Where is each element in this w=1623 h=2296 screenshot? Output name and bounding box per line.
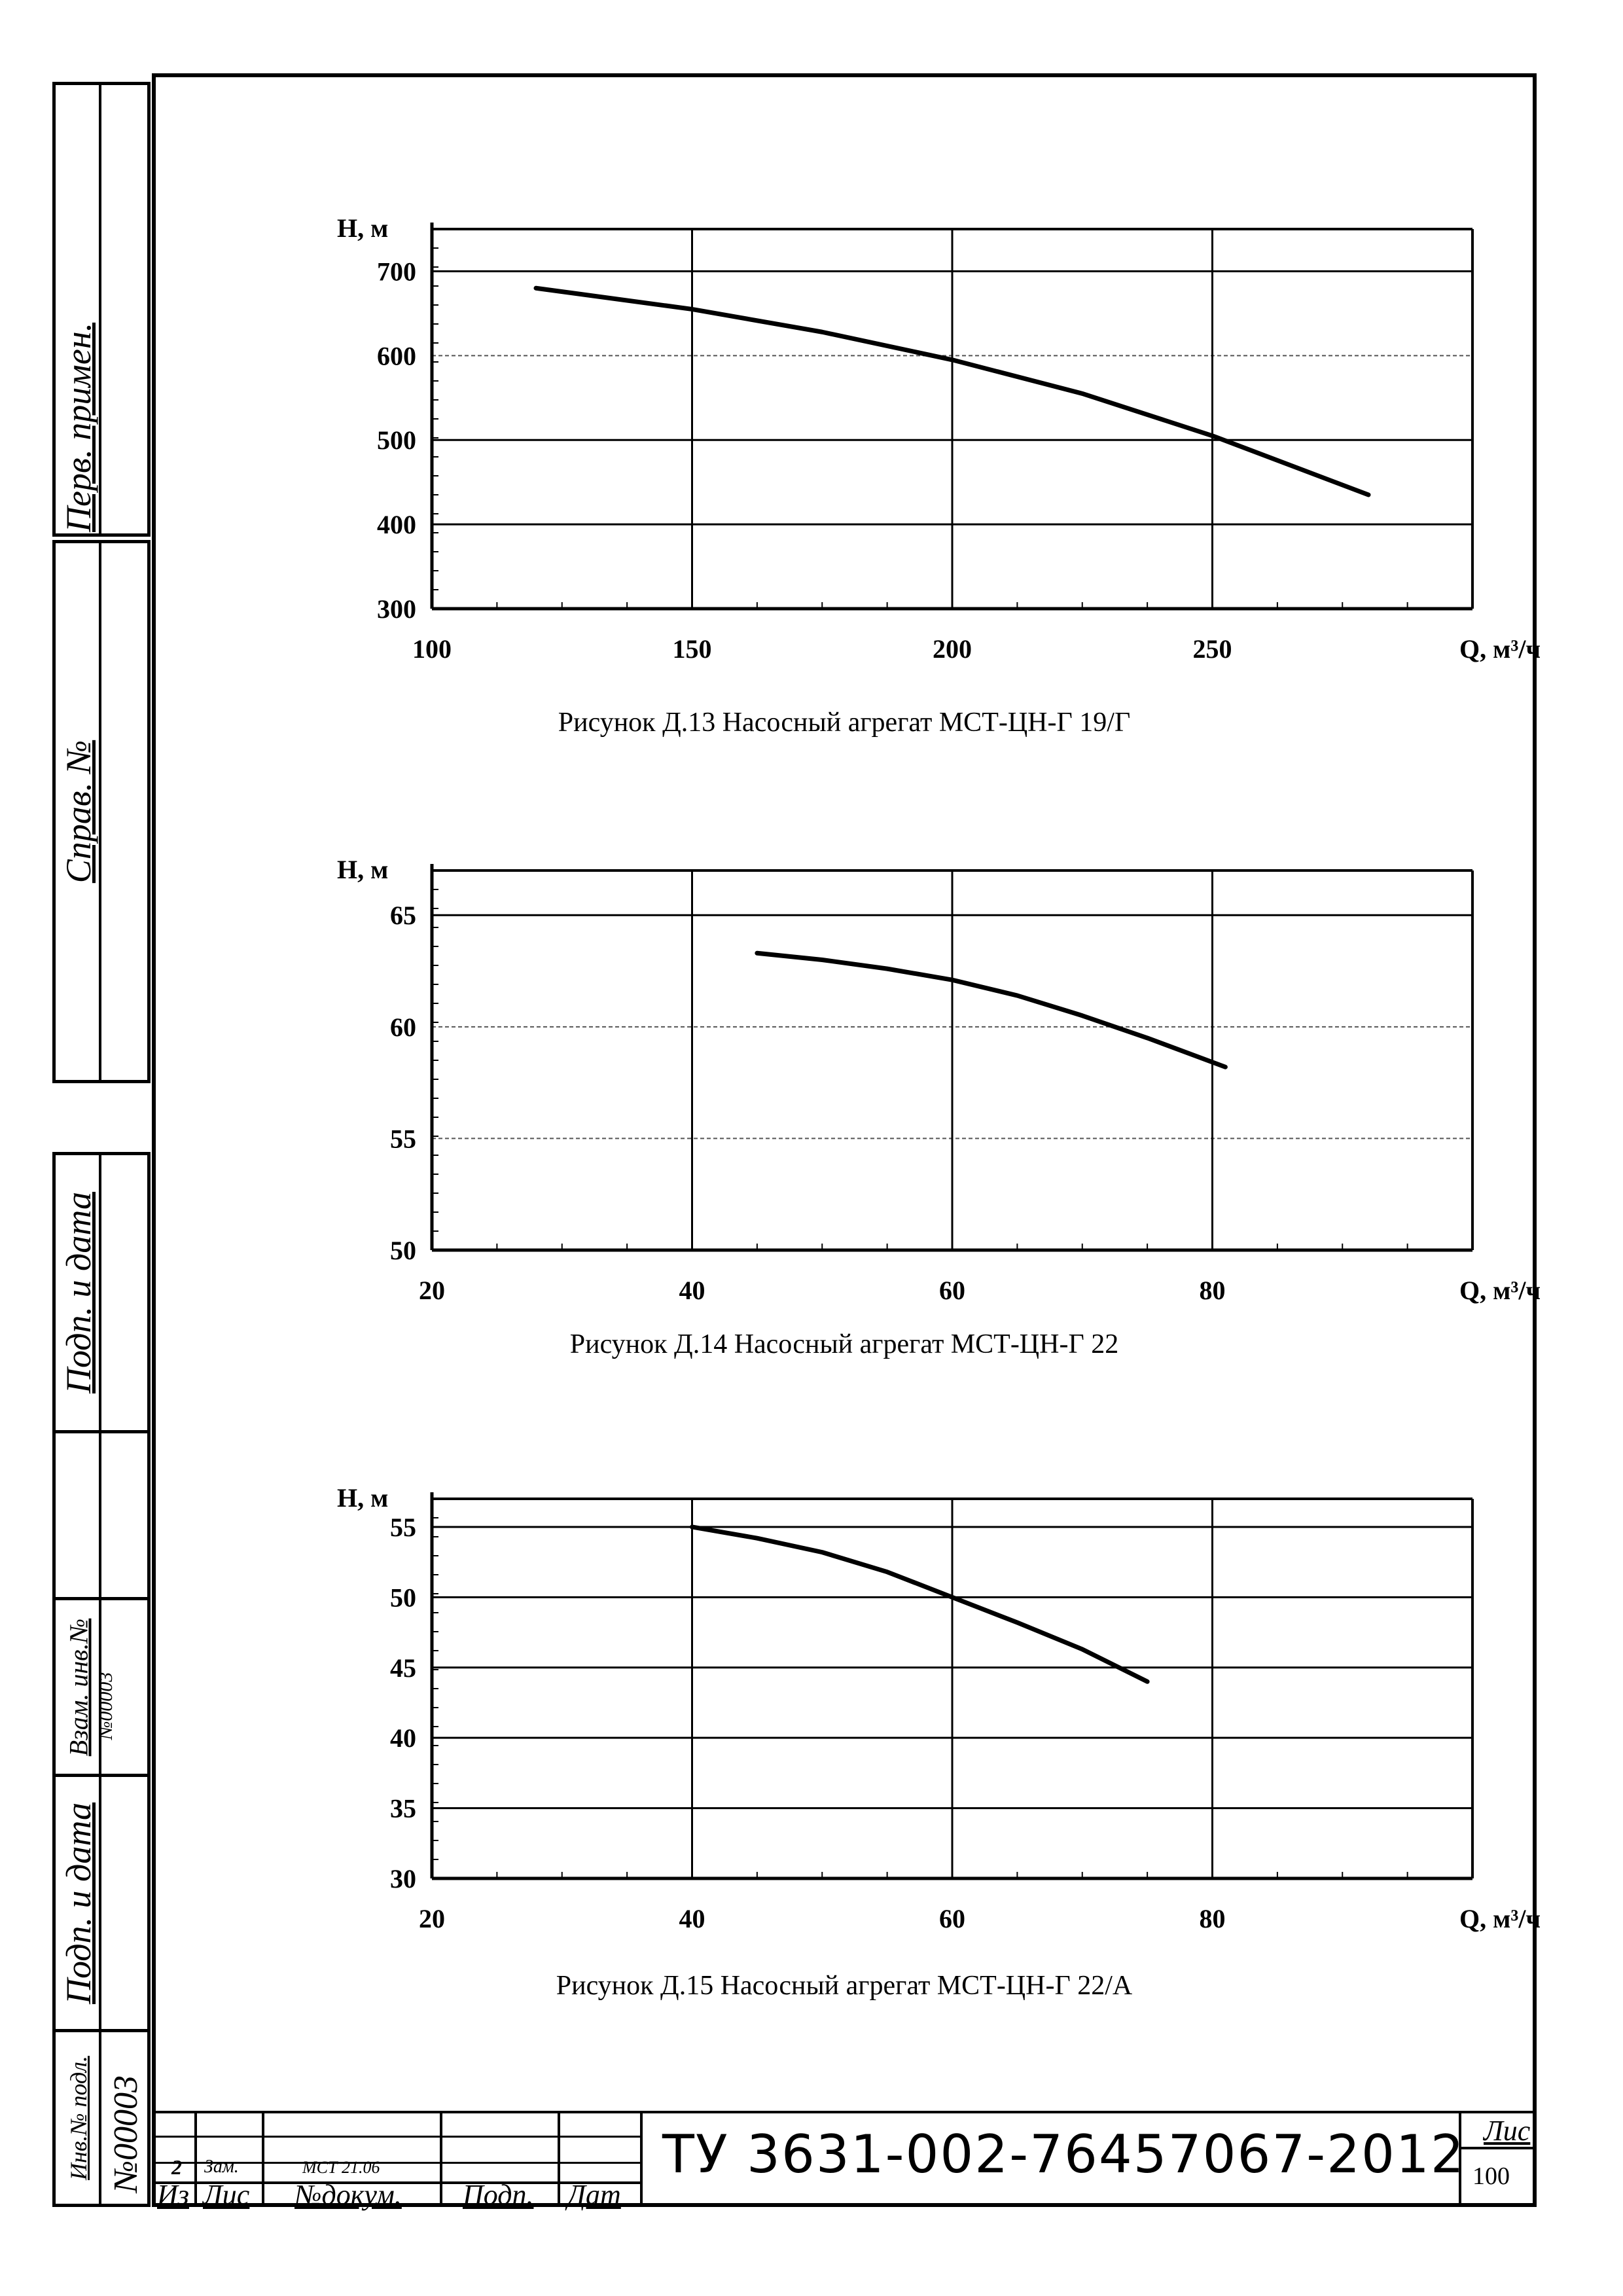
x-axis-label: Q, м³/ч [1459,1276,1541,1305]
rev-list-value: Зам. [204,2157,239,2177]
series-line [690,1524,1150,1684]
y-tick-label: 65 [390,901,416,930]
y-axis-label: Н, м [337,855,388,884]
side-label-perv-primen: Перв. примен. [59,322,98,532]
side-cell-inv-podl: Инв.№ подл. №00003 [52,2029,151,2207]
series-line [755,950,1228,1069]
header-doc: №докум. [294,2179,402,2211]
side-value-vzam-inv: №00003 [95,1672,116,1740]
x-tick-label: 80 [1200,1904,1226,1933]
x-tick-label: 20 [419,1276,445,1305]
sheet-cell [1459,2111,1537,2207]
caption-d15: Рисунок Д.15 Насосный агрегат МСТ-ЦН-Г 2… [556,1971,1133,2001]
y-tick-label: 60 [390,1013,416,1042]
y-tick-label: 600 [377,341,416,370]
sheet-label: Лис [1484,2115,1531,2147]
y-tick-label: 30 [390,1864,416,1893]
x-tick-label: 60 [939,1904,965,1933]
y-tick-label: 50 [390,1583,416,1612]
x-tick-label: 80 [1200,1276,1226,1305]
side-cell-perv-primen: Перв. примен. [52,82,151,537]
x-axis-label: Q, м³/ч [1459,634,1541,664]
x-tick-label: 250 [1193,634,1232,664]
chart-d13: 300 400 500 600 700 100 150 200 250 Н, м Q, м³/ч [337,213,1541,664]
side-cell-podp-data-1: Подп. и дата [52,1152,151,1433]
x-axis-label: Q, м³/ч [1459,1904,1541,1933]
x-tick-label: 150 [673,634,712,664]
side-value-inv-podl: №00003 [107,2075,145,2193]
side-label-sprav: Справ. № [59,740,98,884]
side-label-podp-data-2: Подп. и дата [59,1802,98,2004]
x-tick-label: 40 [679,1904,705,1933]
y-axis-label: Н, м [337,213,388,243]
y-tick-label: 35 [390,1794,416,1823]
side-label-inv-podl: Инв.№ подл. [65,2056,92,2180]
series-line [533,285,1371,497]
y-tick-label: 40 [390,1723,416,1753]
x-tick-label: 100 [412,634,452,664]
x-tick-label: 20 [419,1904,445,1933]
y-tick-label: 55 [390,1513,416,1542]
y-tick-label: 500 [377,425,416,455]
title-block: 2 Зам. МСТ 21.06 Из Лис №докум. Подп. Да… [152,2111,1537,2211]
side-cell-vzam-inv: Взам. инв.№ №00003 [52,1597,151,1777]
rev-doc-value: МСТ 21.06 [302,2158,380,2177]
side-cell-sprav: Справ. № [52,540,151,1083]
header-list: Лис [203,2179,250,2211]
caption-d14: Рисунок Д.14 Насосный агрегат МСТ-ЦН-Г 2… [569,1329,1119,1359]
chart-d14: 50 55 60 65 20 40 60 80 Н, м Q, м³/ч [337,855,1541,1305]
header-izm: Из [157,2179,189,2211]
x-tick-label: 40 [679,1276,705,1305]
y-tick-label: 400 [377,510,416,539]
y-tick-label: 45 [390,1653,416,1683]
y-tick-label: 50 [390,1236,416,1265]
y-tick-label: 55 [390,1124,416,1153]
side-label-podp-data-1: Подп. и дата [59,1191,98,1394]
side-label-strip: Перв. примен. Справ. № Подп. и дата Взам… [52,82,151,2207]
sheet-number: 100 [1472,2162,1510,2190]
x-tick-label: 200 [933,634,972,664]
y-tick-label: 300 [377,594,416,624]
side-cell-podp-data-2: Подп. и дата [52,1774,151,2032]
side-label-vzam-inv: Взам. инв.№ [63,1618,94,1756]
header-data: Дат [567,2179,621,2211]
chart-d15: 30 35 40 45 50 55 20 40 60 80 Н, м Q, м³/ч [337,1483,1541,1933]
y-axis-label: Н, м [337,1483,388,1513]
y-tick-label: 700 [377,257,416,286]
caption-d13: Рисунок Д.13 Насосный агрегат МСТ-ЦН-Г 1… [558,708,1131,738]
header-podp: Подп. [463,2179,534,2211]
rev-izm-value: 2 [171,2155,182,2179]
x-tick-label: 60 [939,1276,965,1305]
doc-number: ТУ 3631-002-76457067-2012 [662,2124,1465,2185]
